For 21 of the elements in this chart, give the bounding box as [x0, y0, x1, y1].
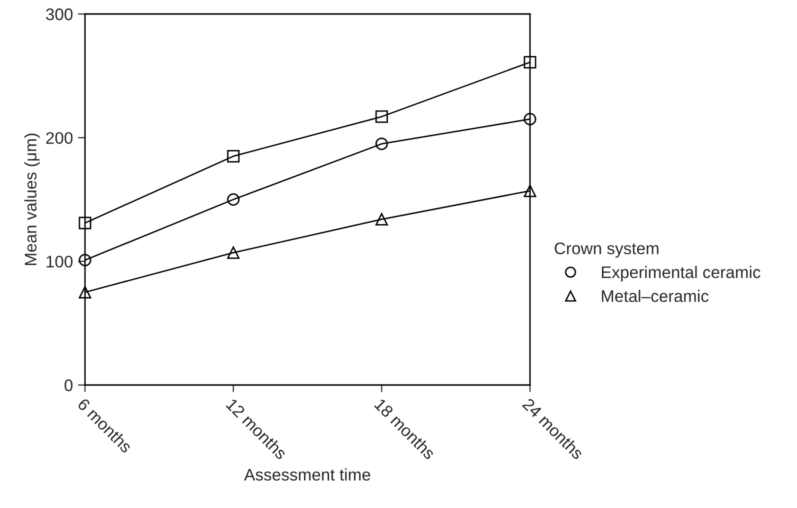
legend-label: Metal–ceramic — [602, 290, 708, 302]
point — [524, 112, 536, 126]
point — [227, 150, 240, 162]
point — [78, 254, 92, 266]
point — [227, 246, 240, 259]
y-tick-label: 100 — [46, 256, 73, 268]
legend-label: Experimental ceramic — [602, 266, 760, 282]
point — [524, 184, 536, 198]
point — [375, 110, 388, 123]
x-axis-title: Assessment time — [244, 468, 370, 481]
y-axis-title: Mean values (μm) — [24, 134, 40, 265]
y-tick-label: 0 — [64, 379, 73, 392]
point — [524, 56, 536, 68]
point — [375, 213, 388, 226]
point — [375, 138, 388, 150]
point — [78, 216, 92, 230]
point — [78, 286, 92, 298]
legend-title: Crown system — [554, 242, 658, 258]
y-tick-label: 300 — [46, 8, 73, 20]
y-tick-label: 200 — [46, 132, 73, 144]
point — [227, 193, 240, 206]
